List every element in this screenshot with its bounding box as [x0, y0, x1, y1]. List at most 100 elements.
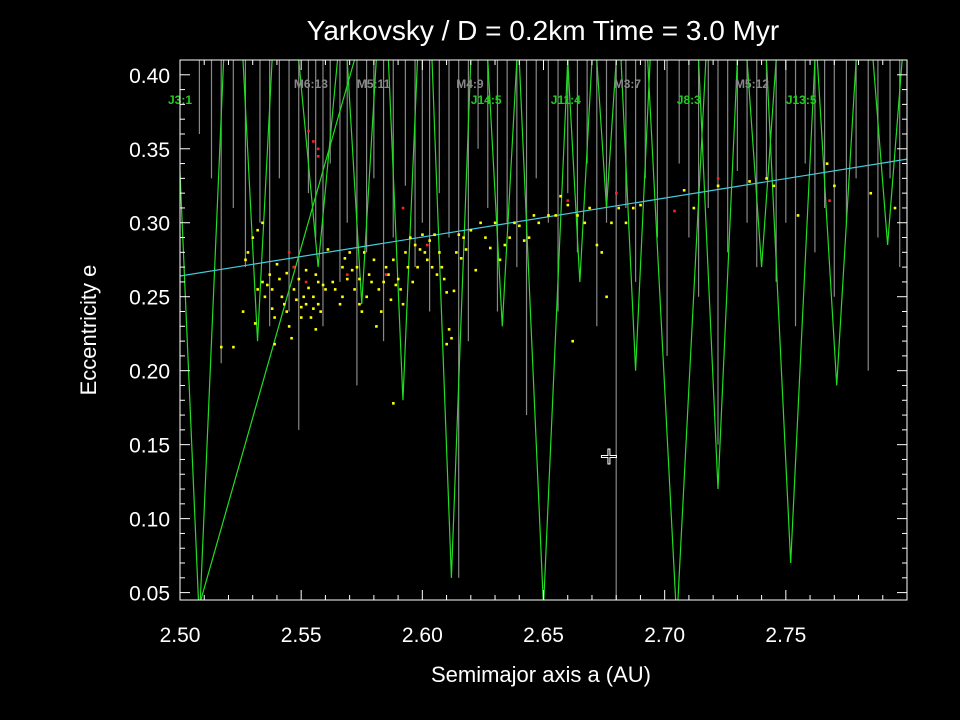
particle-point: [290, 336, 293, 340]
x-tick-label: 2.75: [765, 624, 806, 647]
particle-point: [232, 345, 235, 349]
particle-point: [338, 302, 342, 306]
particle-point: [280, 295, 284, 299]
jupiter-resonance-spike: [620, 60, 651, 371]
particle-point: [605, 295, 608, 299]
particle-point: [278, 277, 281, 281]
particle-point: [452, 289, 456, 293]
particle-point: [316, 147, 320, 151]
particle-point: [537, 221, 541, 225]
x-tick-label: 2.50: [160, 624, 201, 647]
y-tick-label: 0.20: [129, 361, 170, 384]
particle-point: [479, 221, 482, 225]
y-tick-label: 0.15: [129, 435, 170, 458]
particle-point: [617, 206, 621, 210]
particle-point: [292, 265, 296, 269]
particle-point: [445, 342, 448, 346]
particle-point: [270, 288, 274, 291]
j31-boundary-line: [200, 60, 356, 600]
particle-point: [396, 277, 400, 281]
x-tick-label: 2.70: [644, 624, 685, 647]
resonance-label: J13:5: [786, 93, 817, 107]
x-tick-label: 2.65: [523, 624, 564, 647]
particle-point: [283, 302, 286, 306]
particle-point: [360, 310, 364, 313]
particle-point: [571, 339, 574, 343]
particle-point: [893, 206, 897, 210]
particle-point: [263, 295, 267, 299]
particle-point: [421, 233, 424, 236]
y-tick-label: 0.05: [129, 583, 170, 606]
plot-inner: [180, 60, 907, 600]
jupiter-resonance-spike: [298, 60, 339, 268]
particle-point: [513, 221, 516, 225]
particle-point: [314, 273, 318, 276]
particle-point: [595, 243, 599, 247]
particle-point: [765, 177, 768, 180]
particle-point: [576, 214, 579, 217]
particle-point: [610, 221, 613, 225]
particle-point: [326, 248, 330, 251]
particle-point: [399, 288, 402, 291]
particle-point: [331, 280, 335, 284]
particle-point: [304, 302, 308, 306]
particle-point: [796, 214, 800, 217]
jupiter-resonance-spike: [697, 60, 738, 490]
particle-point: [825, 162, 829, 165]
particle-point: [343, 257, 347, 260]
particle-point: [624, 221, 628, 225]
particle-point: [435, 273, 439, 276]
particle-point: [503, 243, 507, 247]
particle-point: [394, 283, 398, 287]
jupiter-resonance-spike: [872, 60, 903, 245]
jupiter-resonance-spike: [242, 60, 273, 342]
particle-point: [425, 258, 429, 262]
particle-point: [314, 328, 318, 331]
y-tick-label: 0.30: [129, 213, 170, 236]
particle-point: [297, 277, 301, 281]
axes-frame: [179, 59, 908, 601]
particle-point: [358, 302, 361, 306]
particle-point: [406, 265, 410, 269]
particle-point: [261, 221, 264, 225]
particle-point: [433, 233, 436, 236]
particle-point: [583, 221, 587, 225]
particle-point: [367, 273, 371, 276]
particle-point: [287, 325, 291, 328]
particle-point: [692, 206, 696, 210]
particle-point: [833, 184, 836, 188]
jupiter-resonance-spike: [765, 60, 816, 564]
particle-point: [588, 206, 591, 210]
particle-point: [404, 251, 407, 254]
resonance-label: M6:13: [294, 77, 328, 91]
particle-point: [387, 273, 390, 276]
resonance-label: M5:11: [357, 77, 391, 91]
particle-point: [372, 258, 376, 262]
particle-point: [488, 246, 492, 250]
particle-point: [285, 310, 289, 313]
particle-point: [464, 248, 468, 251]
particle-point: [559, 194, 562, 198]
particle-point: [353, 288, 356, 291]
particle-point: [377, 288, 381, 291]
particle-point: [375, 325, 378, 328]
particle-point: [869, 191, 873, 195]
jupiter-resonance-spike: [567, 60, 593, 282]
y-tick-label: 0.35: [129, 139, 170, 162]
particle-point: [748, 180, 751, 183]
particle-point: [312, 307, 315, 310]
particle-point: [316, 302, 320, 306]
particle-point: [295, 298, 298, 302]
tick-group: 2.50 2.55 2.60 2.65 2.70 2.75 0.05 0.10 0.15 0.20…: [129, 65, 806, 647]
particle-point: [299, 316, 303, 319]
jupiter-resonance-spike: [816, 60, 857, 386]
particle-point: [447, 328, 451, 331]
particle-point: [425, 243, 429, 247]
particle-point: [772, 184, 776, 188]
particle-point: [469, 228, 473, 232]
particle-point: [273, 316, 276, 319]
chart-title: Yarkovsky / D = 0.2km Time = 3.0 Myr: [307, 15, 780, 46]
particle-point: [639, 203, 642, 207]
particle-point: [348, 251, 352, 254]
